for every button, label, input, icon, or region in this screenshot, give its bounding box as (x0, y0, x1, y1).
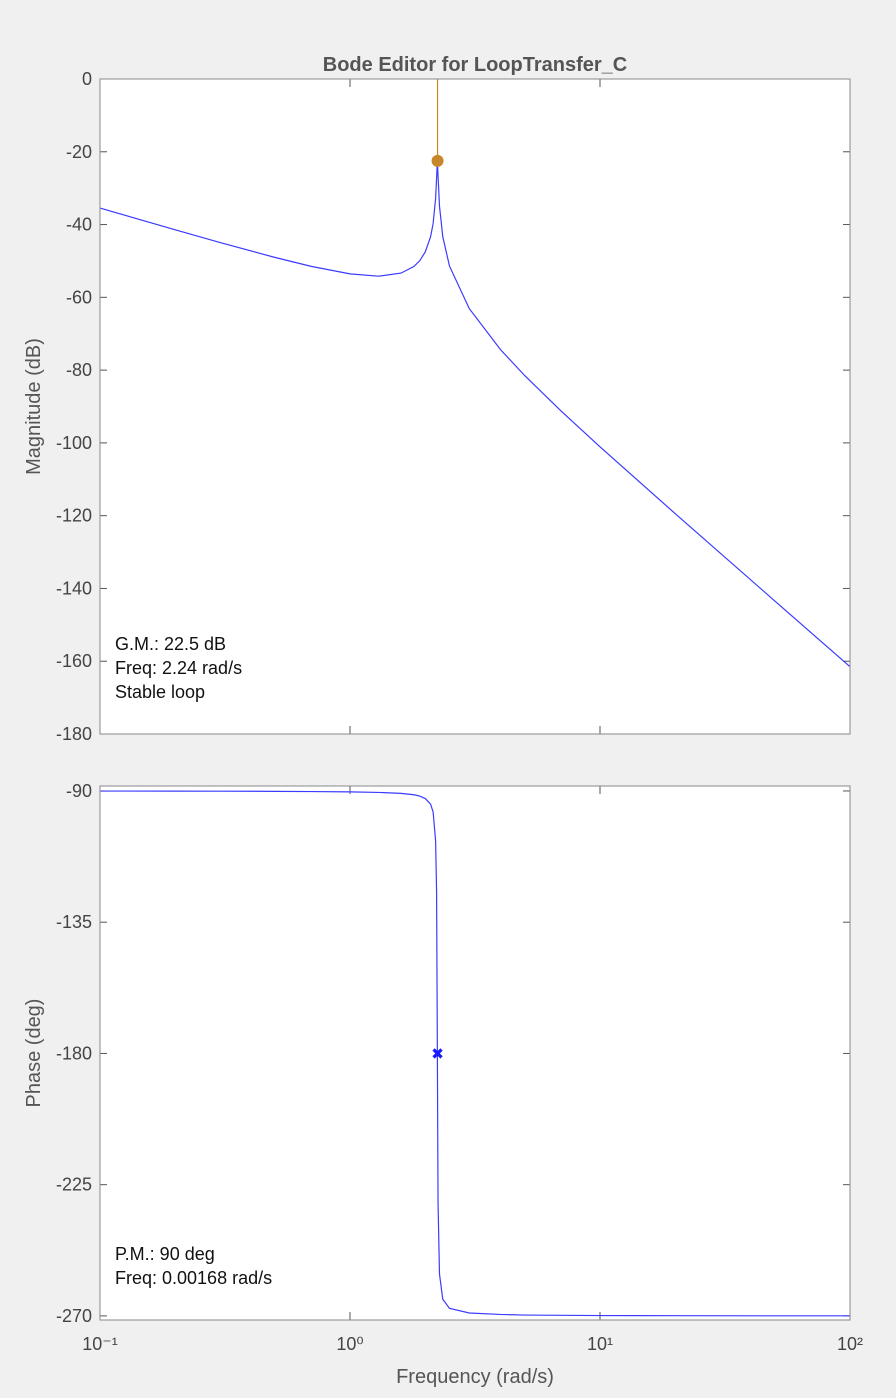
gain-margin-marker (431, 154, 444, 167)
y-tick-label: -160 (56, 651, 92, 671)
y-tick-label: -20 (66, 142, 92, 162)
plot-area (100, 79, 850, 734)
plot-area (100, 786, 850, 1320)
y-tick-label: -60 (66, 287, 92, 307)
y-tick-label: -120 (56, 506, 92, 526)
x-axis-label: Frequency (rad/s) (396, 1366, 554, 1388)
y-tick-label: -100 (56, 433, 92, 453)
annotation: G.M.: 22.5 dB (115, 634, 226, 654)
annotation: P.M.: 90 deg (115, 1244, 215, 1264)
y-tick-label: -80 (66, 360, 92, 380)
annotation: Freq: 2.24 rad/s (115, 658, 242, 678)
y-tick-label: -140 (56, 578, 92, 598)
plot-frame (99, 785, 851, 1321)
response-line (99, 790, 850, 1317)
chart-title: Bode Editor for LoopTransfer_C (323, 54, 627, 76)
y-tick-label: -90 (66, 781, 92, 801)
x-tick-label: 10⁰ (336, 1334, 363, 1354)
response-line (99, 160, 851, 668)
y-tick-label: -180 (56, 724, 92, 744)
phase-margin-marker (432, 1048, 443, 1059)
y-tick-label: -180 (56, 1043, 92, 1063)
y-tick-label: 0 (82, 69, 92, 89)
y-tick-label: -135 (56, 912, 92, 932)
x-tick-label: 10² (837, 1334, 863, 1354)
y-axis-label: Magnitude (dB) (23, 338, 45, 475)
annotation: Freq: 0.00168 rad/s (115, 1268, 272, 1288)
y-tick-label: -225 (56, 1175, 92, 1195)
y-tick-label: -40 (66, 215, 92, 235)
y-axis-label: Phase (deg) (23, 999, 45, 1108)
plot-frame (99, 78, 851, 735)
x-tick-label: 10¹ (587, 1334, 613, 1354)
y-tick-label: -270 (56, 1306, 92, 1326)
annotation: Stable loop (115, 682, 205, 702)
x-tick-label: 10⁻¹ (82, 1334, 118, 1354)
